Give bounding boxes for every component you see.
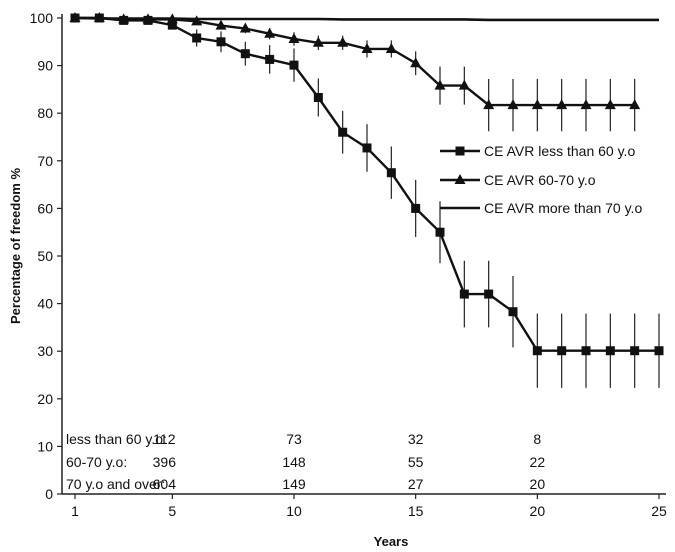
data-point [361, 42, 373, 53]
series-2 [69, 12, 641, 132]
data-point [288, 32, 300, 43]
risk-value: 27 [408, 476, 424, 492]
data-point [191, 15, 203, 26]
data-point [434, 79, 446, 90]
data-point [362, 143, 372, 153]
data-point [532, 346, 542, 356]
y-tick-label: 60 [37, 200, 53, 216]
series-layer [69, 12, 664, 388]
risk-value: 112 [153, 431, 176, 447]
x-tick-label: 1 [71, 503, 79, 519]
y-tick-label: 30 [37, 343, 53, 359]
y-tick-label: 90 [37, 58, 53, 74]
legend-marker [455, 146, 465, 156]
data-point [264, 27, 276, 38]
legend-label: CE AVR more than 70 y.o [484, 200, 642, 216]
data-point [654, 346, 664, 356]
data-point [215, 19, 227, 30]
risk-value: 73 [286, 431, 302, 447]
data-point [508, 307, 518, 317]
risk-row-label: 70 y.o and over: [66, 476, 165, 492]
data-point [216, 37, 226, 47]
data-point [289, 60, 299, 70]
data-point [435, 227, 445, 237]
y-tick-label: 20 [37, 391, 53, 407]
data-point [192, 33, 202, 43]
y-tick-label: 0 [45, 486, 53, 502]
data-point [629, 99, 641, 110]
y-tick-label: 50 [37, 248, 53, 264]
series-line [75, 16, 635, 107]
legend-marker [454, 174, 466, 184]
data-point [265, 54, 275, 64]
risk-row-label: 60-70 y.o: [66, 454, 127, 470]
data-point [337, 36, 349, 47]
legend-label: CE AVR less than 60 y.o [484, 143, 635, 159]
data-point [605, 346, 615, 356]
data-point [484, 289, 494, 299]
risk-value: 20 [530, 476, 546, 492]
risk-row-label: less than 60 y.o: [66, 431, 167, 447]
data-point [556, 99, 568, 110]
data-point [410, 57, 422, 68]
legend-label: CE AVR 60-70 y.o [484, 172, 596, 188]
data-point [386, 168, 396, 178]
risk-value: 55 [408, 454, 424, 470]
data-point [338, 127, 348, 137]
x-tick-label: 10 [286, 503, 302, 519]
x-tick-label: 5 [168, 503, 176, 519]
risk-value: 396 [153, 454, 177, 470]
risk-value: 32 [408, 431, 424, 447]
risk-value: 22 [530, 454, 546, 470]
x-tick-label: 15 [408, 503, 424, 519]
data-point [240, 49, 250, 59]
data-point [458, 79, 470, 90]
y-axis-title: Percentage of freedom % [8, 168, 23, 324]
data-point [604, 99, 616, 110]
data-point [411, 203, 421, 213]
series-1 [70, 13, 664, 388]
data-point [167, 20, 177, 30]
data-point [580, 99, 592, 110]
data-point [385, 42, 397, 53]
x-tick-label: 20 [530, 503, 546, 519]
data-point [239, 22, 251, 33]
data-point [483, 99, 495, 110]
data-point [557, 346, 567, 356]
data-point [312, 36, 324, 47]
data-point [507, 99, 519, 110]
y-tick-label: 10 [37, 438, 53, 454]
data-point [459, 289, 469, 299]
data-point [531, 99, 543, 110]
data-point [581, 346, 591, 356]
y-tick-label: 80 [37, 105, 53, 121]
series-3 [74, 16, 659, 22]
data-point [630, 346, 640, 356]
data-point [313, 92, 323, 102]
legend: CE AVR less than 60 y.o CE AVR 60-70 y.o C… [440, 143, 642, 216]
series-line [74, 16, 659, 22]
risk-value: 604 [153, 476, 177, 492]
x-axis-title: Years [374, 534, 409, 549]
x-tick-label: 25 [651, 503, 667, 519]
y-tick-label: 70 [37, 153, 53, 169]
y-tick-label: 40 [37, 296, 53, 312]
y-tick-label: 100 [30, 10, 54, 26]
data-point [69, 12, 81, 22]
risk-value: 148 [282, 454, 306, 470]
risk-value: 8 [533, 431, 541, 447]
risk-value: 149 [282, 476, 306, 492]
numbers-at-risk-table: less than 60 y.o:112 73 32 8 60-70 y.o: 396 14… [66, 431, 545, 492]
